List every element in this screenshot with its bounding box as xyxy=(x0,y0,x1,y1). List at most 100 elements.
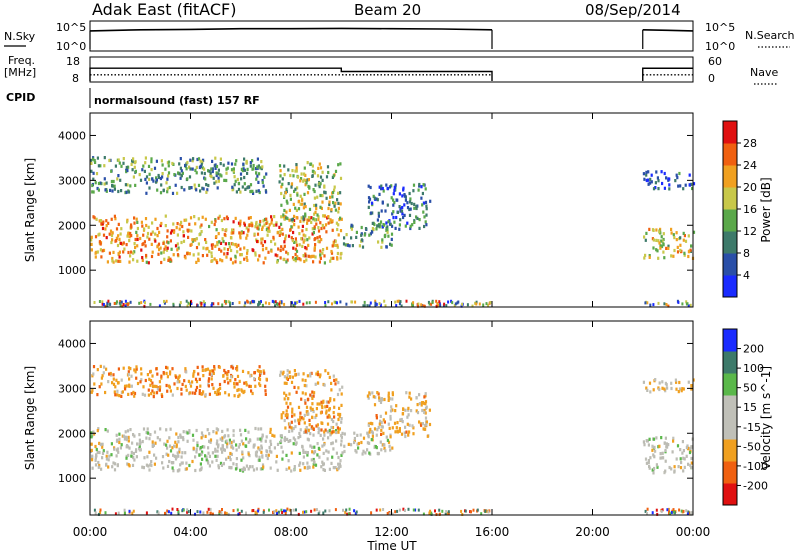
echo-cell xyxy=(207,377,211,381)
echo-cell xyxy=(679,243,682,247)
echo-cell xyxy=(164,167,167,171)
echo-cell xyxy=(297,405,301,409)
echo-cell xyxy=(150,463,153,468)
echo-cell xyxy=(226,445,229,449)
echo-cell xyxy=(323,226,326,230)
echo-cell xyxy=(195,171,198,175)
echo-cell xyxy=(125,438,129,442)
echo-cell xyxy=(317,373,320,377)
clutter-cell xyxy=(190,302,193,305)
echo-cell xyxy=(312,462,315,466)
echo-cell xyxy=(248,465,252,469)
echo-cell xyxy=(264,392,267,396)
echo-cell xyxy=(672,439,675,443)
echo-cell xyxy=(275,454,278,458)
echo-cell xyxy=(211,369,215,373)
echo-cell xyxy=(127,453,130,457)
clutter-cell xyxy=(668,511,670,515)
echo-cell xyxy=(330,417,333,422)
clutter-cell xyxy=(276,511,278,515)
echo-cell xyxy=(261,165,264,169)
clutter-cell xyxy=(434,509,436,513)
echo-cell xyxy=(656,249,659,253)
echo-cell xyxy=(311,407,314,411)
clutter-cell xyxy=(470,510,472,514)
clutter-cell xyxy=(178,303,181,307)
echo-cell xyxy=(304,205,307,209)
echo-cell xyxy=(100,221,103,225)
echo-cell xyxy=(379,400,383,404)
clutter-cell xyxy=(334,300,337,304)
echo-cell xyxy=(387,391,390,395)
echo-cell xyxy=(287,182,290,186)
echo-cell xyxy=(314,463,318,467)
echo-cell xyxy=(332,174,335,178)
clutter-cell xyxy=(646,301,649,305)
echo-cell xyxy=(673,470,676,474)
clutter-cell xyxy=(249,301,252,305)
echo-cell xyxy=(103,156,106,160)
echo-cell xyxy=(196,157,199,162)
echo-cell xyxy=(376,428,379,432)
clutter-cell xyxy=(143,304,146,308)
echo-cell xyxy=(658,444,661,448)
echo-cell xyxy=(393,421,397,425)
echo-cell xyxy=(667,244,670,248)
echo-cell xyxy=(305,426,308,430)
echo-cell xyxy=(115,378,118,382)
clutter-cell xyxy=(428,511,431,515)
echo-cell xyxy=(312,254,315,258)
echo-cell xyxy=(373,427,377,431)
clutter-cell xyxy=(412,301,415,305)
echo-cell xyxy=(366,448,369,452)
echo-cell xyxy=(136,220,139,224)
echo-cell xyxy=(303,383,306,388)
echo-cell xyxy=(679,466,683,470)
echo-cell xyxy=(294,438,297,442)
echo-cell xyxy=(360,238,363,242)
echo-cell xyxy=(678,380,681,385)
echo-cell xyxy=(278,233,281,237)
echo-cell xyxy=(422,210,425,214)
echo-cell xyxy=(312,457,315,462)
echo-cell xyxy=(261,433,264,437)
echo-cell xyxy=(140,378,143,382)
echo-cell xyxy=(291,217,294,221)
echo-cell xyxy=(247,185,250,189)
echo-cell xyxy=(222,374,225,378)
echo-cell xyxy=(375,227,378,231)
echo-cell xyxy=(316,236,319,240)
echo-cell xyxy=(404,408,407,412)
echo-cell xyxy=(313,189,316,194)
echo-cell xyxy=(264,389,267,393)
nave-label: Nave xyxy=(750,66,778,79)
clutter-cell xyxy=(170,511,173,515)
echo-cell xyxy=(339,412,342,417)
echo-cell xyxy=(294,425,297,429)
echo-cell xyxy=(114,385,117,389)
clutter-cell xyxy=(295,508,297,512)
echo-cell xyxy=(353,440,356,445)
echo-cell xyxy=(221,259,224,263)
echo-cell xyxy=(180,185,183,190)
clutter-cell xyxy=(379,508,382,512)
echo-cell xyxy=(282,213,285,217)
echo-cell xyxy=(171,446,174,450)
echo-cell xyxy=(343,444,346,448)
echo-cell xyxy=(336,227,339,232)
echo-cell xyxy=(391,212,394,216)
echo-cell xyxy=(243,221,246,225)
echo-cell xyxy=(226,373,229,377)
echo-cell xyxy=(266,229,269,233)
cpid-label: CPID xyxy=(6,91,35,104)
echo-cell xyxy=(306,466,309,470)
clutter-cell xyxy=(196,510,199,514)
echo-cell xyxy=(110,233,114,238)
echo-cell xyxy=(676,245,679,249)
echo-cell xyxy=(673,248,676,253)
echo-cell xyxy=(379,223,382,227)
echo-cell xyxy=(145,191,148,195)
echo-cell xyxy=(192,372,195,376)
clutter-cell xyxy=(347,512,350,516)
